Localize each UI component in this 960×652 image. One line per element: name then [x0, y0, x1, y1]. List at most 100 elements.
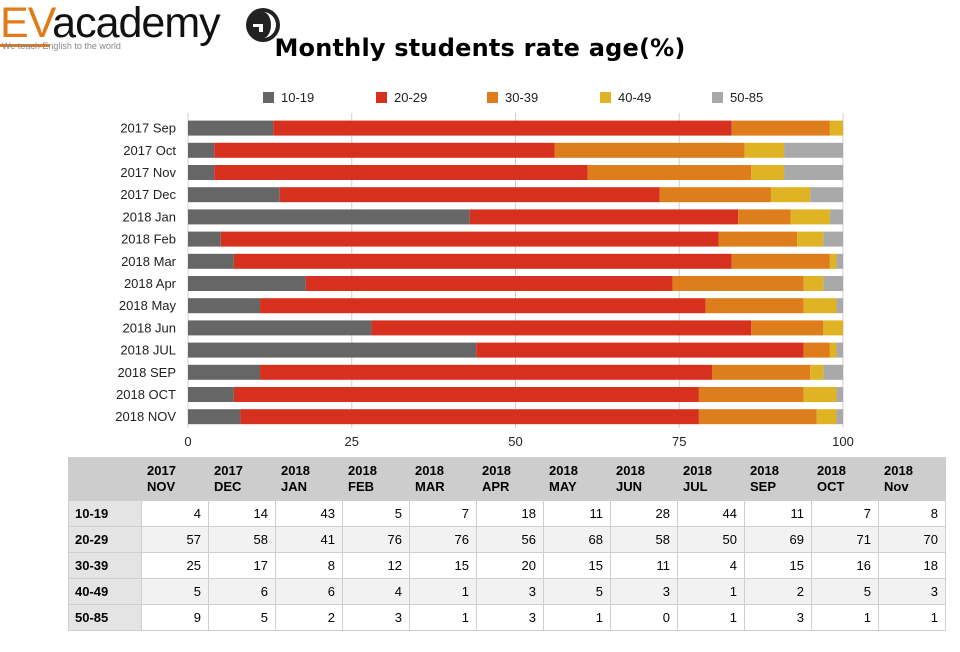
x-axis-ticks: 0 25 50 75 100 — [184, 434, 853, 449]
logo-tagline: We teach English to the world — [2, 41, 121, 51]
table-header-row: 2017 NOV 2017 DEC 2018 JAN 2018 FEB 2018 MAR 2018 A… — [68, 457, 946, 501]
column-header-line: NOV — [147, 479, 176, 494]
bar-segment-20-29 — [214, 142, 555, 158]
table-cell: 4 — [141, 500, 209, 527]
bar-segment-30-39 — [718, 231, 798, 247]
column-header-line: 2018 — [549, 463, 578, 478]
category-label: 2018 Jan — [123, 209, 177, 224]
table-cell: 28 — [610, 500, 678, 527]
table-cell: 6 — [275, 578, 343, 605]
bar-segment-10-19 — [188, 142, 215, 158]
table-cell: 2 — [744, 578, 812, 605]
table-cell: 18 — [476, 500, 544, 527]
bar-segment-10-19 — [188, 298, 261, 314]
bar-segment-50-85 — [836, 342, 843, 358]
bar-segment-30-39 — [698, 409, 817, 425]
table-cell: 0 — [610, 604, 678, 631]
column-header-line: 2017 — [147, 463, 176, 478]
category-label: 2017 Oct — [123, 143, 176, 158]
table-cell: 76 — [409, 526, 477, 553]
legend-swatch — [712, 92, 723, 103]
table-cell: 15 — [543, 552, 611, 579]
bar-segment-50-85 — [784, 165, 843, 180]
bar-segment-30-39 — [803, 342, 830, 358]
table-cell: 69 — [744, 526, 812, 553]
table-cell: 71 — [811, 526, 879, 553]
table-cell: 5 — [208, 604, 276, 631]
row-header: 30-39 — [68, 552, 142, 579]
bar-segment-10-19 — [188, 209, 470, 225]
bar-segment-10-19 — [188, 187, 280, 203]
table-column-header: 2018 JUL — [677, 457, 745, 501]
table-row: 30-39 25 17 8 12 15 20 15 11 4 15 16 18 — [68, 552, 946, 579]
table-cell: 5 — [543, 578, 611, 605]
column-header-line: 2018 — [415, 463, 444, 478]
table-column-header: 2018 SEP — [744, 457, 812, 501]
logo-ev: EV — [0, 0, 53, 47]
table-cell: 68 — [543, 526, 611, 553]
table-cell: 2 — [275, 604, 343, 631]
table-cell: 70 — [878, 526, 946, 553]
table-cell: 3 — [476, 604, 544, 631]
table-cell: 5 — [342, 500, 410, 527]
category-label: 2017 Sep — [120, 121, 176, 136]
table-cell: 9 — [141, 604, 209, 631]
table-cell: 4 — [342, 578, 410, 605]
category-labels: 2017 Sep 2017 Oct 2017 Nov 2017 Dec 2018 Jan… — [115, 121, 176, 425]
bar-segment-40-49 — [751, 165, 785, 180]
table-cell: 4 — [677, 552, 745, 579]
table-cell: 58 — [208, 526, 276, 553]
bar-segment-20-29 — [233, 387, 699, 402]
category-label: 2018 NOV — [115, 409, 176, 424]
legend-label: 10-19 — [281, 90, 314, 105]
table-cell: 57 — [141, 526, 209, 553]
legend-swatch — [600, 92, 611, 103]
table-cell: 8 — [275, 552, 343, 579]
table-cell: 44 — [677, 500, 745, 527]
legend-swatch — [263, 92, 274, 103]
bar-segment-20-29 — [279, 187, 660, 203]
legend-label: 30-39 — [505, 90, 538, 105]
bar-segment-40-49 — [803, 298, 837, 314]
bar-segment-50-85 — [836, 298, 843, 314]
bar-segment-20-29 — [260, 298, 706, 314]
column-header-line: APR — [482, 479, 510, 494]
category-label: 2018 OCT — [116, 387, 176, 402]
bar-segment-40-49 — [810, 364, 824, 380]
row-header: 50-85 — [68, 604, 142, 631]
bar-segment-40-49 — [829, 120, 843, 136]
bar-segment-50-85 — [829, 209, 843, 225]
table-corner — [68, 457, 142, 501]
table-cell: 7 — [409, 500, 477, 527]
bar-segment-30-39 — [587, 165, 752, 180]
bar-segment-50-85 — [836, 387, 843, 402]
table-column-header: 2018 FEB — [342, 457, 410, 501]
column-header-line: 2018 — [281, 463, 310, 478]
table-cell: 16 — [811, 552, 879, 579]
bar-segment-40-49 — [816, 409, 837, 425]
bar-segment-40-49 — [770, 187, 811, 203]
column-header-line: DEC — [214, 479, 242, 494]
table-column-header: 2018 MAR — [409, 457, 477, 501]
table-cell: 3 — [878, 578, 946, 605]
table-cell: 58 — [610, 526, 678, 553]
bar-segment-20-29 — [273, 120, 732, 136]
table-cell: 7 — [811, 500, 879, 527]
logo-underline — [0, 44, 50, 47]
table-cell: 11 — [610, 552, 678, 579]
bar-segment-10-19 — [188, 364, 261, 380]
x-tick-label: 75 — [672, 434, 686, 449]
bar-segment-20-29 — [233, 253, 732, 269]
column-header-line: 2018 — [683, 463, 712, 478]
bar-segment-10-19 — [188, 409, 241, 425]
category-label: 2018 JUL — [120, 343, 176, 358]
table-cell: 5 — [141, 578, 209, 605]
row-header: 40-49 — [68, 578, 142, 605]
row-header: 10-19 — [68, 500, 142, 527]
table-cell: 3 — [476, 578, 544, 605]
column-header-line: JAN — [281, 479, 308, 494]
category-label: 2018 Apr — [124, 276, 177, 291]
table-cell: 1 — [543, 604, 611, 631]
table-cell: 43 — [275, 500, 343, 527]
table-cell: 1 — [409, 578, 477, 605]
